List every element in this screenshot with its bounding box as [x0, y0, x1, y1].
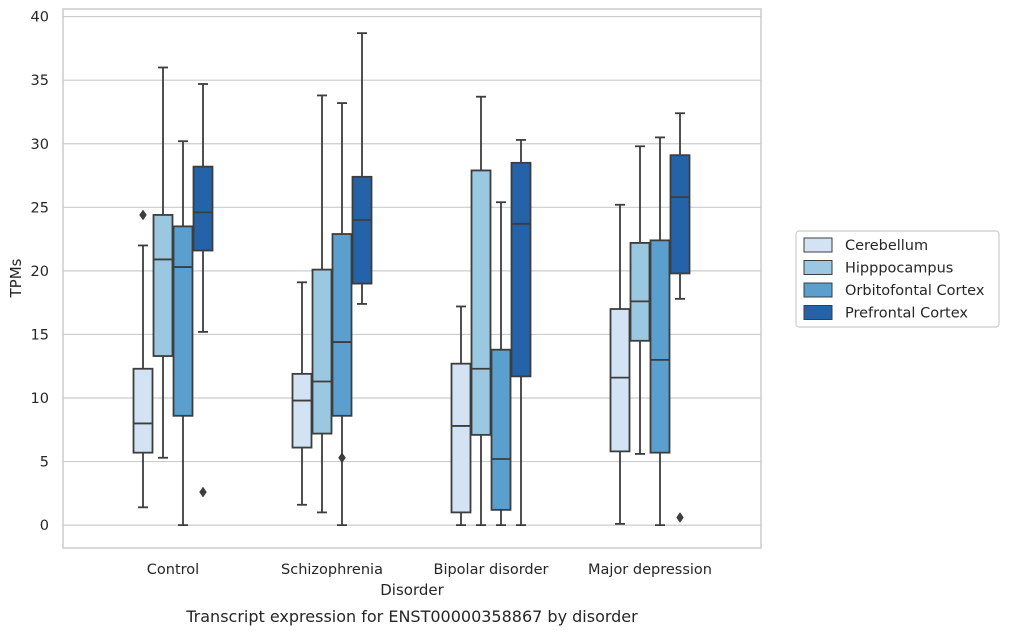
x-tick-label: Major depression: [588, 562, 712, 578]
box-hipppocampus: [470, 95, 492, 527]
iqr-box: [291, 372, 313, 449]
plot-area-frame: [62, 8, 762, 549]
y-tick-label: 10: [31, 391, 49, 407]
iqr-box: [450, 362, 472, 514]
y-tick-label: 40: [31, 10, 49, 26]
iqr-box: [311, 268, 333, 435]
iqr-box: [470, 169, 492, 436]
y-tick-label: 15: [31, 327, 49, 343]
box-orbitofontal-cortex: [490, 201, 512, 527]
legend-swatch: [803, 237, 833, 253]
y-tick-label: 5: [40, 455, 49, 471]
box-prefrontal-cortex: [192, 83, 214, 498]
iqr-box: [609, 308, 631, 453]
outlier-point: [139, 209, 147, 221]
x-tick-label: Control: [147, 562, 199, 578]
box-prefrontal-cortex: [669, 112, 691, 523]
x-tick-label: Schizophrenia: [281, 562, 383, 578]
legend-label: Cerebellum: [845, 238, 928, 254]
chart-caption: Transcript expression for ENST0000035886…: [185, 607, 638, 626]
box-cerebellum: [450, 305, 472, 527]
x-axis-ticks: Control Schizophrenia Bipolar disorder Majo…: [147, 562, 712, 578]
legend-label: Orbitofontal Cortex: [845, 283, 985, 299]
outlier-point: [338, 452, 346, 464]
y-tick-label: 20: [31, 264, 49, 280]
iqr-box: [331, 233, 353, 417]
box-prefrontal-cortex: [351, 32, 373, 305]
outlier-point: [676, 512, 684, 523]
box-hipppocampus: [152, 66, 174, 459]
legend-swatch: [803, 260, 833, 275]
y-tick-label: 30: [31, 137, 49, 153]
legend-frame: [795, 230, 1000, 328]
y-axis-title: TPMs: [7, 258, 25, 298]
box-orbitofontal-cortex: [172, 140, 194, 527]
box-orbitofontal-cortex: [649, 136, 671, 527]
y-tick-label: 35: [31, 73, 49, 89]
iqr-box: [490, 348, 512, 511]
iqr-box: [132, 367, 154, 454]
iqr-box: [351, 175, 373, 285]
iqr-box: [629, 242, 651, 342]
box-orbitofontal-cortex: [331, 102, 353, 527]
iqr-box: [649, 239, 671, 454]
y-axis-ticks: 0 5 10 15 20 25 30 35 40: [31, 10, 49, 534]
legend: Cerebellum Hipppocampus Orbitofontal Corte…: [795, 230, 1000, 328]
box-cerebellum: [291, 281, 313, 506]
iqr-box: [152, 214, 174, 357]
outlier-point: [199, 486, 207, 498]
box-prefrontal-cortex: [510, 139, 532, 527]
legend-label: Prefrontal Cortex: [845, 306, 968, 322]
x-axis-title: Disorder: [380, 581, 444, 599]
iqr-box: [510, 161, 532, 378]
iqr-box: [192, 165, 214, 252]
box-hipppocampus: [629, 145, 651, 455]
legend-swatch: [803, 305, 833, 320]
box-cerebellum: [132, 209, 154, 509]
boxes: [132, 32, 691, 527]
legend-label: Hipppocampus: [845, 261, 953, 277]
iqr-box: [669, 154, 691, 275]
box-hipppocampus: [311, 94, 333, 514]
iqr-box: [172, 225, 194, 417]
y-tick-label: 0: [40, 518, 49, 534]
box-cerebellum: [609, 203, 631, 525]
legend-swatch: [803, 282, 833, 298]
y-tick-label: 25: [31, 200, 49, 216]
x-tick-label: Bipolar disorder: [434, 562, 549, 578]
